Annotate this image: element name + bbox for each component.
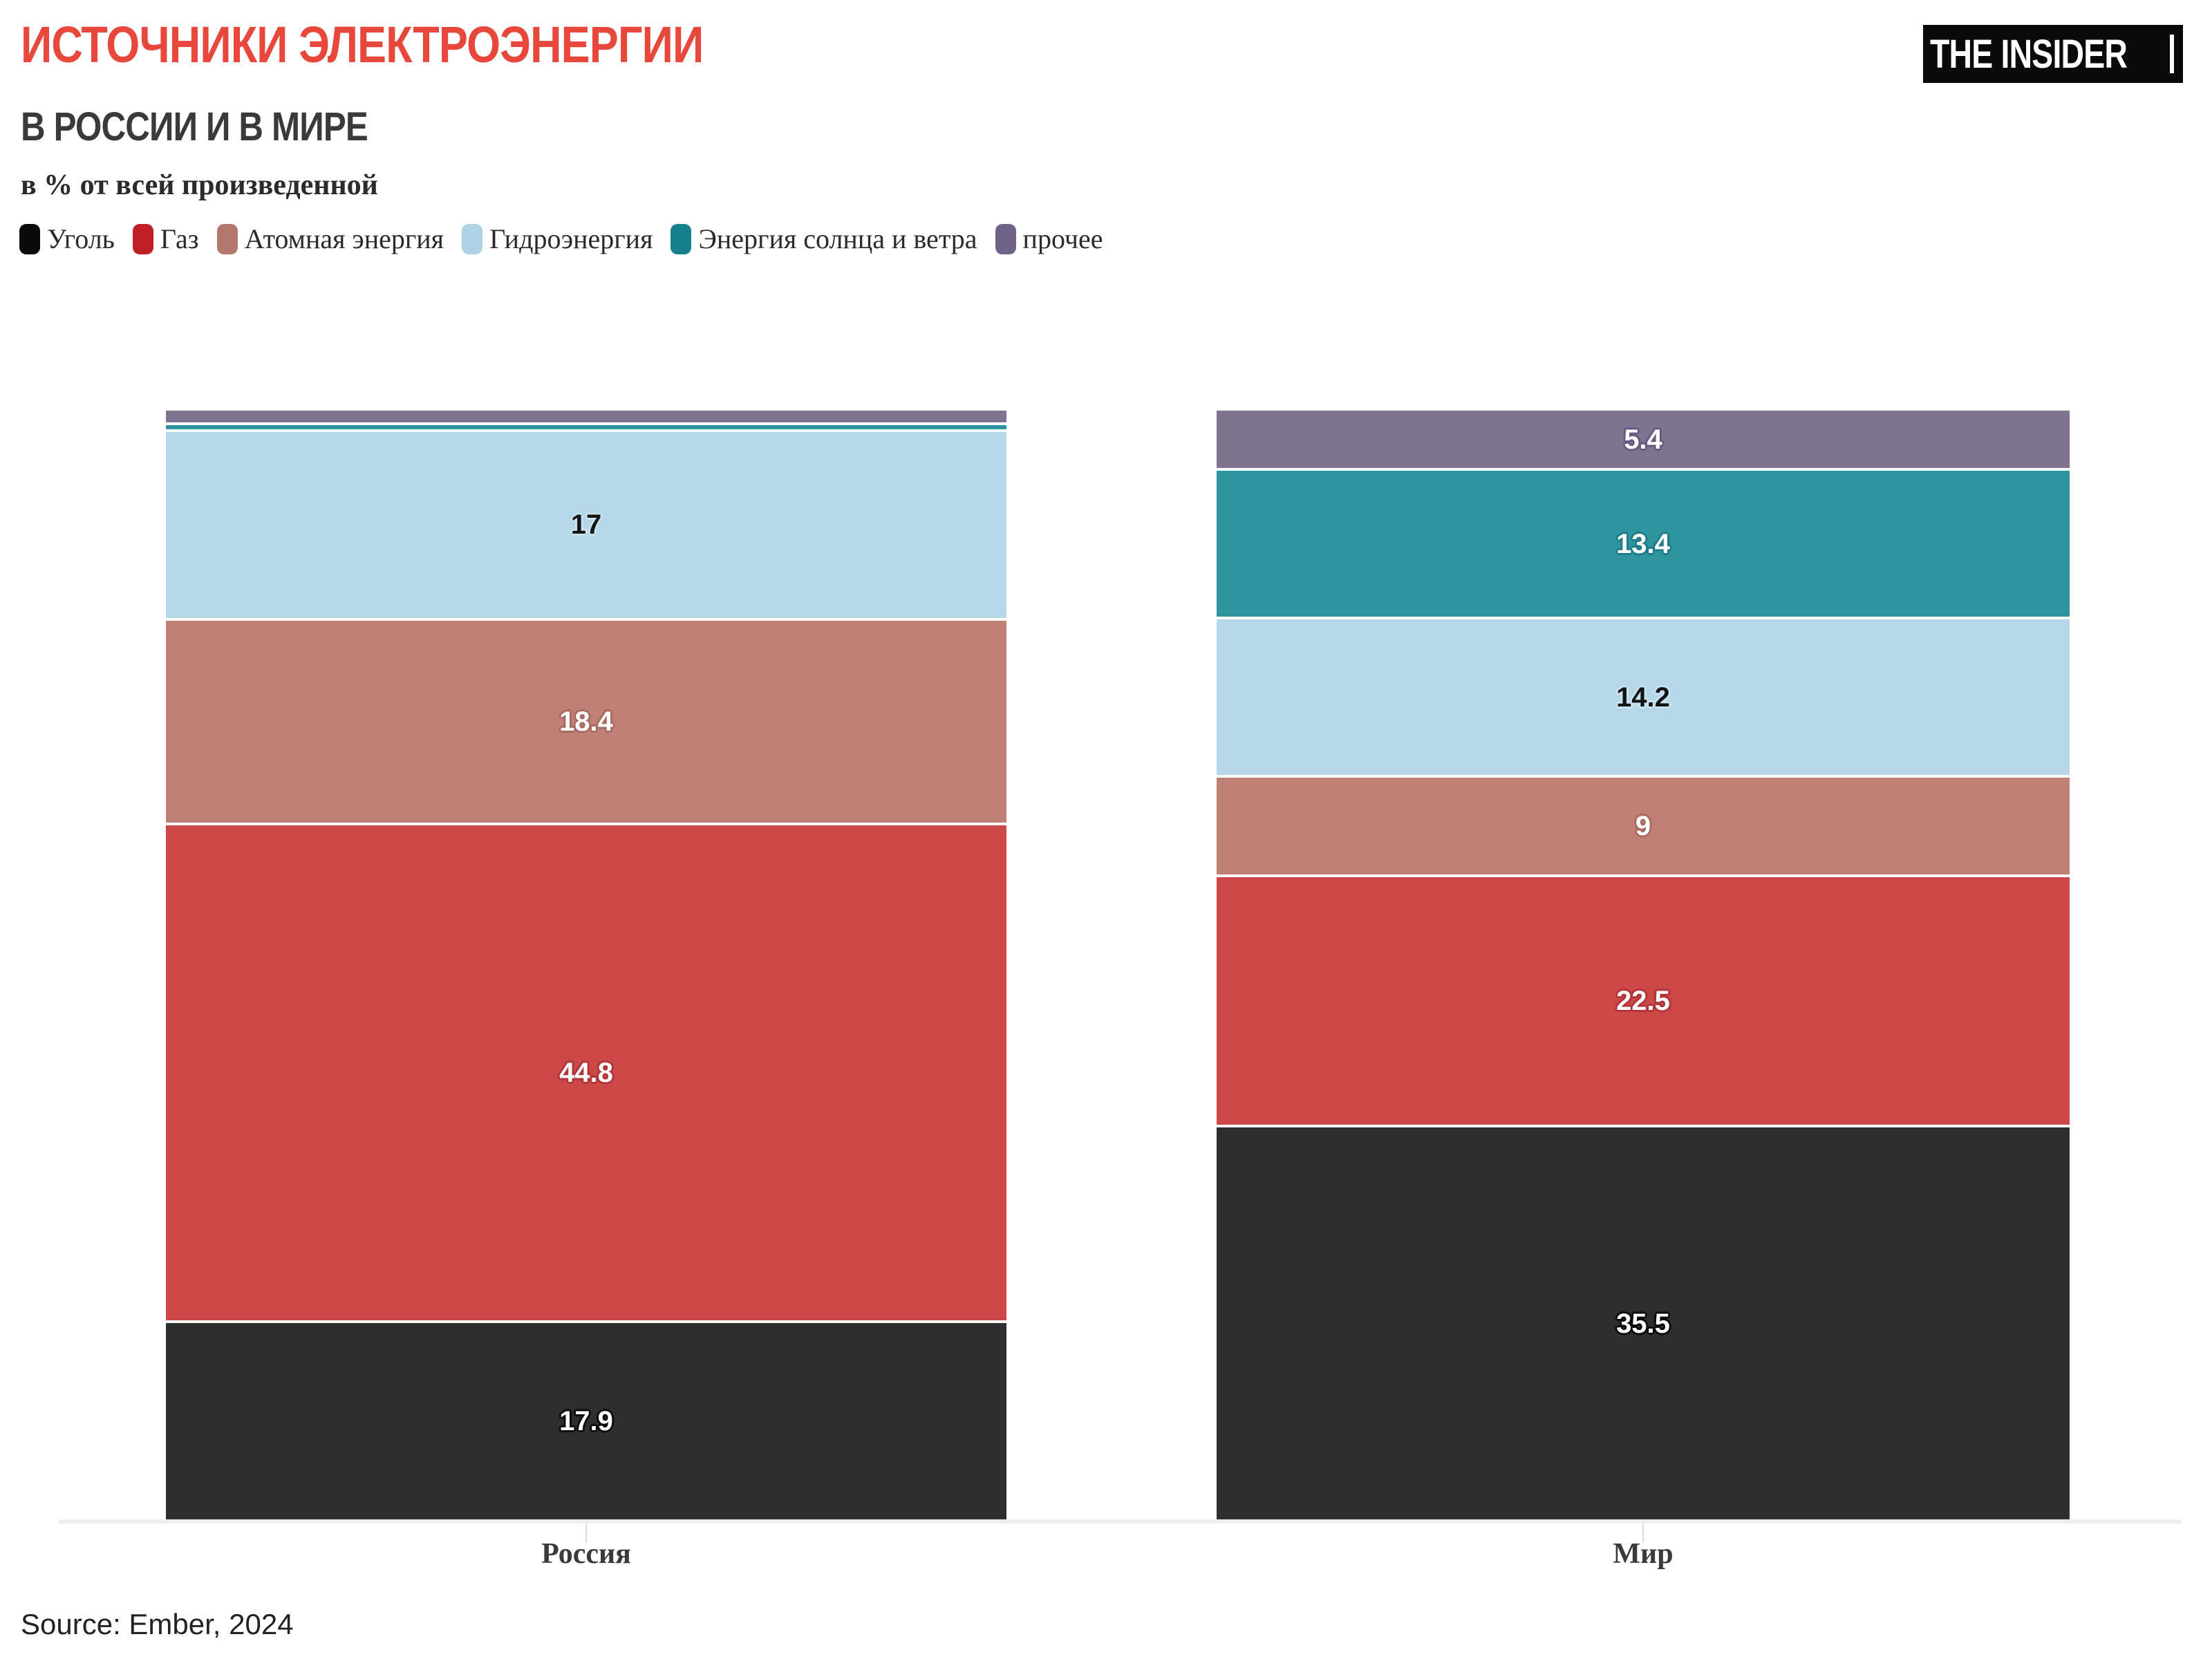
value-label-coal-russia: 17.9 [559,1406,613,1437]
page-subtitle-text: В РОССИИ И В МИРЕ [21,104,368,149]
page-title: ИСТОЧНИКИ ЭЛЕКТРОЭНЕРГИИ [21,18,824,72]
stacked-bar-russia: 17 18.4 44.8 17.9 [166,408,1006,1519]
segment-nuclear-russia: 18.4 [166,617,1006,823]
segment-hydro-world: 14.2 [1217,617,2070,775]
legend-label-nuclear: Атомная энергия [244,223,444,254]
legend-item-gas: Газ [132,223,199,255]
category-label-world: Мир [1613,1538,1674,1570]
legend-swatch-icon-coal [19,223,40,254]
legend-label-coal: Уголь [47,223,115,254]
legend-item-nuclear: Атомная энергия [216,223,444,255]
segment-coal-world: 35.5 [1217,1125,2070,1519]
value-label-other-world: 5.4 [1624,424,1662,455]
legend-swatch-icon-solar-wind [671,223,692,254]
source-note: Source: Ember, 2024 [21,1608,294,1640]
axis-tick-russia [585,1524,587,1543]
segment-solar-wind-russia [166,422,1006,429]
segment-coal-russia: 17.9 [166,1320,1006,1519]
page-title-text: ИСТОЧНИКИ ЭЛЕКТРОЭНЕРГИИ [21,16,704,73]
value-label-solar-wind-world: 13.4 [1616,528,1670,559]
page-subtitle: В РОССИИ И В МИРЕ [21,104,429,150]
stacked-bar-world: 5.4 13.4 14.2 9 22.5 35.5 [1217,408,2070,1519]
legend-label-solar-wind: Энергия солнца и ветра [698,223,977,254]
publisher-logo-text: THE INSIDER [1929,31,2128,77]
legend-label-hydro: Гидроэнергия [489,223,653,254]
segment-gas-world: 22.5 [1217,874,2070,1125]
value-label-gas-russia: 44.8 [559,1058,613,1088]
x-axis-line [59,1519,2181,1524]
category-label-russia: Россия [541,1538,631,1570]
legend-item-hydro: Гидроэнергия [462,223,653,255]
legend-swatch-icon-hydro [462,223,483,254]
axis-tick-world [1642,1524,1644,1543]
logo-cursor-bar [2170,35,2174,73]
value-label-nuclear-russia: 18.4 [559,706,613,737]
value-label-nuclear-world: 9 [1635,811,1651,842]
legend-item-other: прочее [995,223,1103,255]
segment-hydro-russia: 17 [166,429,1006,618]
units-note: в % от всей произведенной [21,169,378,201]
segment-other-world: 5.4 [1217,408,2070,468]
legend-item-solar-wind: Энергия солнца и ветра [671,223,977,255]
segment-nuclear-world: 9 [1217,774,2070,875]
legend-swatch-icon-gas [132,223,153,254]
legend-label-gas: Газ [160,223,199,254]
segment-gas-russia: 44.8 [166,822,1006,1321]
segment-other-russia [166,408,1006,422]
legend-swatch-icon-nuclear [216,223,238,254]
segment-solar-wind-world: 13.4 [1217,467,2070,617]
legend-label-other: прочее [1022,223,1103,254]
value-label-gas-world: 22.5 [1616,986,1670,1017]
value-label-hydro-world: 14.2 [1616,682,1670,713]
legend-item-coal: Уголь [19,223,115,255]
legend: Уголь Газ Атомная энергия Гидроэнергия Энерг… [19,223,1103,255]
publisher-logo: THE INSIDER [1923,25,2183,83]
value-label-coal-world: 35.5 [1616,1308,1670,1339]
value-label-hydro-russia: 17 [570,509,602,541]
legend-swatch-icon-other [995,223,1016,254]
